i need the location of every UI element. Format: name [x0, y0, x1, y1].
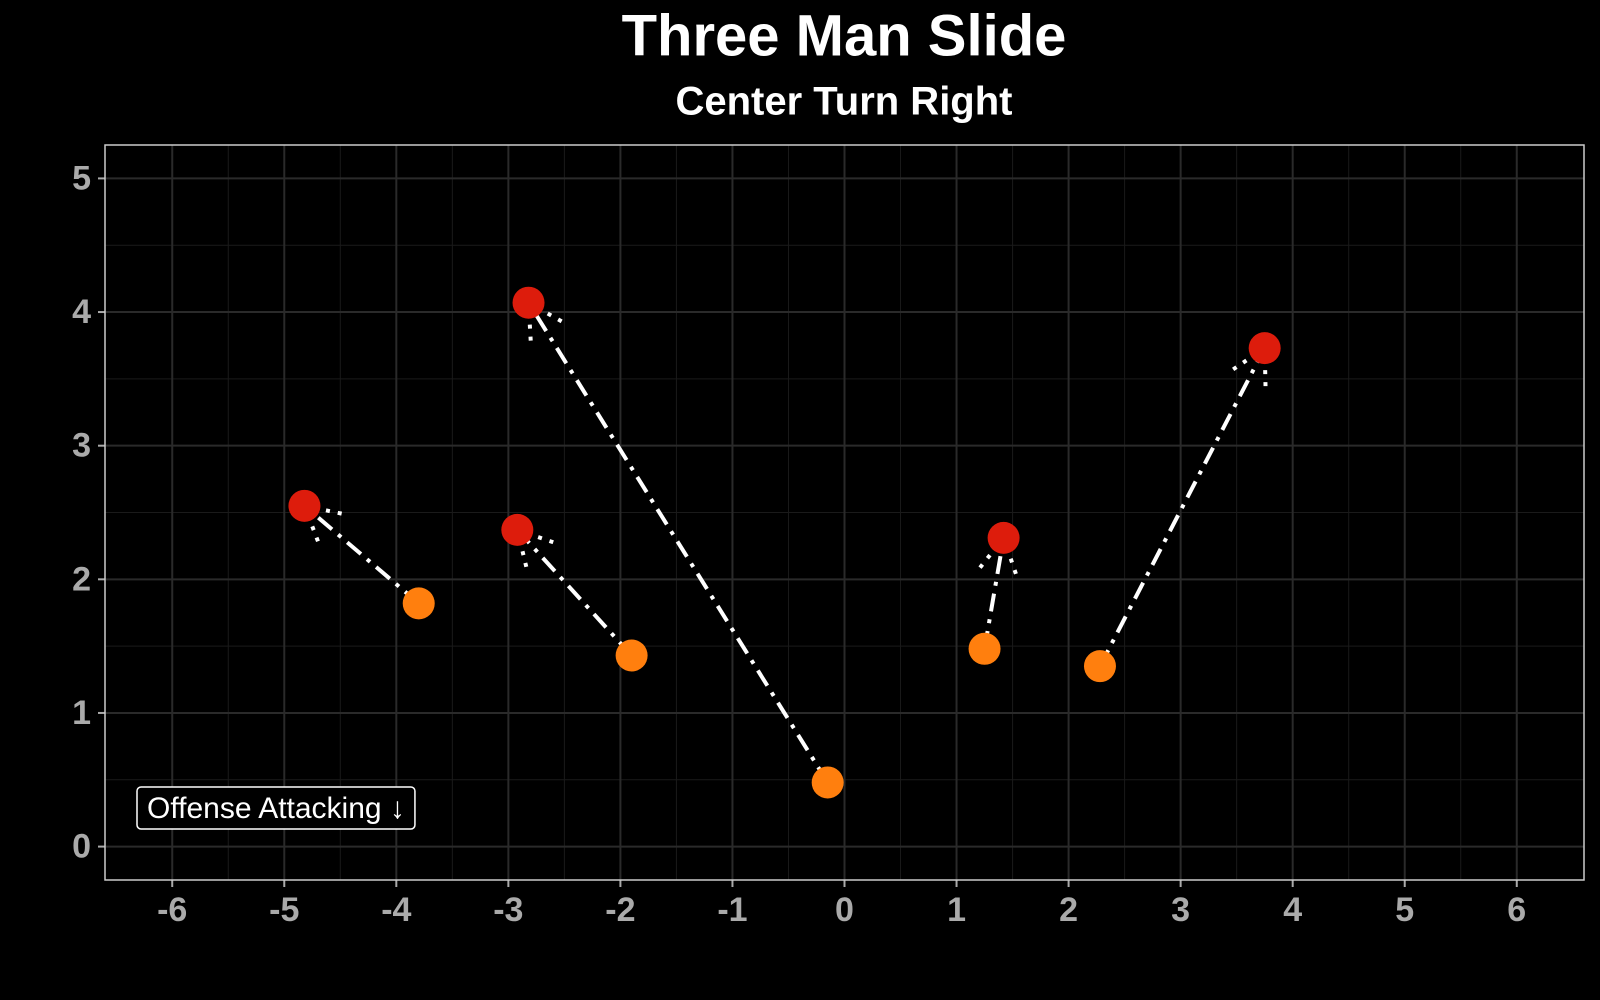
chart-title: Three Man Slide [622, 3, 1067, 68]
x-tick-label: 5 [1395, 891, 1414, 929]
player-point [968, 632, 1001, 665]
x-tick-label: 4 [1283, 891, 1302, 929]
player-point [615, 639, 648, 672]
x-tick-label: -5 [269, 891, 299, 929]
plot-border [104, 144, 1585, 881]
player-point [1083, 650, 1116, 683]
arrow [515, 528, 634, 657]
annotation-box [136, 786, 416, 830]
y-tick-label: 0 [72, 828, 91, 866]
x-tick-label: 0 [835, 891, 854, 929]
arrow [982, 537, 1006, 650]
arrow [1098, 347, 1267, 668]
y-tick-label: 3 [72, 427, 91, 465]
arrow [526, 301, 830, 784]
player-point [501, 513, 534, 546]
x-tick-label: -1 [717, 891, 747, 929]
x-tick-label: -2 [605, 891, 635, 929]
player-point [1248, 332, 1281, 365]
player-point [288, 489, 321, 522]
x-tick-label: 2 [1059, 891, 1078, 929]
annotation: Offense Attacking ↓ [147, 792, 405, 825]
y-tick-label: 1 [72, 694, 91, 732]
x-tick-label: -3 [493, 891, 523, 929]
x-tick-label: 3 [1171, 891, 1190, 929]
player-point [402, 587, 435, 620]
y-tick-label: 2 [72, 560, 91, 598]
arrow [303, 504, 421, 605]
player-point [512, 286, 545, 319]
chart-subtitle: Center Turn Right [675, 80, 1012, 124]
player-point [811, 766, 844, 799]
x-tick-label: -4 [381, 891, 411, 929]
x-tick-label: -6 [157, 891, 187, 929]
y-tick-label: 4 [72, 293, 91, 331]
y-tick-label: 5 [72, 159, 91, 197]
x-tick-label: 6 [1507, 891, 1526, 929]
player-point [987, 521, 1020, 554]
x-tick-label: 1 [947, 891, 966, 929]
